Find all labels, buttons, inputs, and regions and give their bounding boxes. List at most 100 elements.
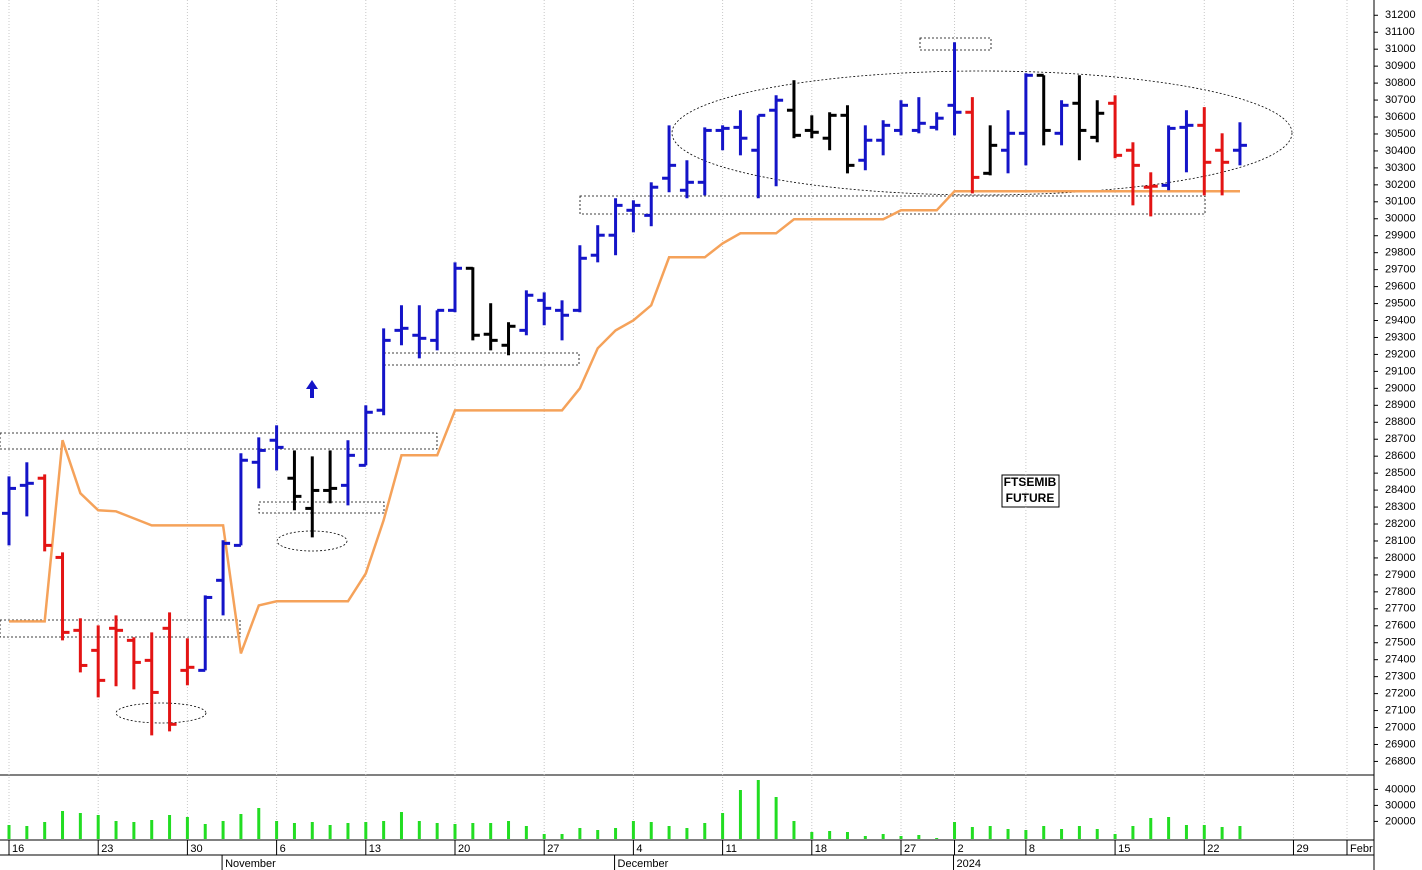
volume-bar [774, 797, 778, 839]
range-ellipse [671, 70, 1293, 196]
volume-bar [1220, 827, 1224, 839]
y-tick-label: 29600 [1385, 281, 1416, 293]
annotations: FTSEMIB FUTURE [0, 37, 1293, 724]
ohlc-bar [198, 595, 213, 672]
y-tick-label: 27900 [1385, 569, 1416, 581]
y-tick-label: 27800 [1385, 586, 1416, 598]
buy-arrow [306, 380, 318, 398]
ohlc-bar [1036, 73, 1051, 146]
volume-bar [203, 824, 207, 839]
volume-bar [78, 813, 82, 839]
volume-bar [1006, 829, 1010, 839]
volume-bar [1202, 825, 1206, 839]
ohlc-bar [340, 440, 355, 506]
volume-bar [792, 821, 796, 839]
x-tick-label: 30 [190, 843, 202, 855]
ohlc-bar [269, 425, 284, 471]
support-zone [579, 195, 1206, 215]
volume-bar [524, 826, 528, 839]
y-tick-label: 27300 [1385, 671, 1416, 683]
volume-bar [1024, 830, 1028, 839]
ohlc-bar [1125, 142, 1140, 206]
ohlc-bar [323, 450, 338, 504]
ohlc-bar [929, 112, 944, 131]
volume-bar [114, 821, 118, 839]
volume-bar [899, 836, 903, 839]
volume-bar [61, 811, 65, 839]
volume-bar [364, 822, 368, 839]
ohlc-bar [55, 552, 70, 641]
ohlc-bar [483, 303, 498, 351]
volume-bar [1184, 825, 1188, 839]
ohlc-bar [858, 125, 873, 171]
volume-bar [96, 815, 100, 839]
volume-bar [935, 838, 939, 839]
y-tick-label: 29300 [1385, 331, 1416, 343]
ohlc-bar [465, 266, 480, 341]
x-tick-label: 11 [726, 843, 737, 855]
volume-bar [970, 827, 974, 839]
volume-bar [328, 825, 332, 839]
low-ellipse [115, 702, 207, 724]
support-zone [0, 619, 241, 638]
ohlc-bar [679, 160, 694, 199]
ohlc-bar [751, 113, 766, 199]
ohlc-bar [1018, 73, 1033, 166]
y-tick-label: 40000 [1385, 783, 1416, 795]
volume-bar [132, 822, 136, 839]
volume-bar [578, 828, 582, 839]
volume-bar [507, 821, 511, 839]
volume-bar [239, 814, 243, 839]
volume-bar [614, 828, 618, 839]
y-tick-label: 30700 [1385, 94, 1416, 106]
volume-bar [275, 821, 279, 839]
ohlc-bar [786, 80, 801, 139]
ohlc-bar [216, 540, 231, 616]
label-box [1001, 474, 1060, 508]
volume-bar [917, 835, 921, 839]
y-tick-label: 30300 [1385, 162, 1416, 174]
ohlc-bar [876, 120, 891, 156]
ohlc-bar [626, 200, 641, 233]
x-tick-label: 22 [1207, 843, 1219, 855]
x-tick-label: 2 [958, 843, 964, 855]
ohlc-bar [1090, 100, 1105, 143]
volume-bar [417, 821, 421, 839]
y-tick-label: 29900 [1385, 230, 1416, 242]
x-tick-label: 29 [1296, 843, 1308, 855]
volume-bar [43, 822, 47, 839]
ohlc-bar [608, 198, 623, 256]
y-tick-label: 27200 [1385, 688, 1416, 700]
volume-bar [828, 831, 832, 839]
ohlc-bar [358, 405, 373, 467]
ohlc-bar [822, 112, 837, 151]
volume-bar [649, 822, 653, 839]
x-tick-label: 20 [458, 843, 470, 855]
y-tick-label: 28000 [1385, 552, 1416, 564]
volume-bar [257, 808, 261, 839]
ohlc-bar [733, 110, 748, 156]
y-tick-label: 27000 [1385, 721, 1416, 733]
y-tick-label: 28100 [1385, 535, 1416, 547]
y-tick-label: 28300 [1385, 501, 1416, 513]
volume-bar [1060, 829, 1064, 839]
y-tick-label: 27100 [1385, 704, 1416, 716]
ohlc-bar [537, 292, 552, 326]
ohlc-bar [644, 182, 659, 227]
x-tick-label: Febr [1350, 843, 1373, 855]
ohlc-bar [911, 97, 926, 134]
volume-bar [1149, 818, 1153, 839]
ohlc-bar [715, 125, 730, 151]
volume-bar [667, 826, 671, 839]
volume-bar [346, 823, 350, 839]
y-tick-label: 30000 [1385, 213, 1416, 225]
y-tick-label: 30200 [1385, 179, 1416, 191]
volume-bar [185, 817, 189, 839]
y-tick-label: 28500 [1385, 467, 1416, 479]
volume-bar [435, 823, 439, 839]
ohlc-bar [769, 95, 784, 187]
volume-bar [292, 823, 296, 839]
ohlc-bar [162, 612, 177, 732]
ohlc-bar [572, 245, 587, 313]
